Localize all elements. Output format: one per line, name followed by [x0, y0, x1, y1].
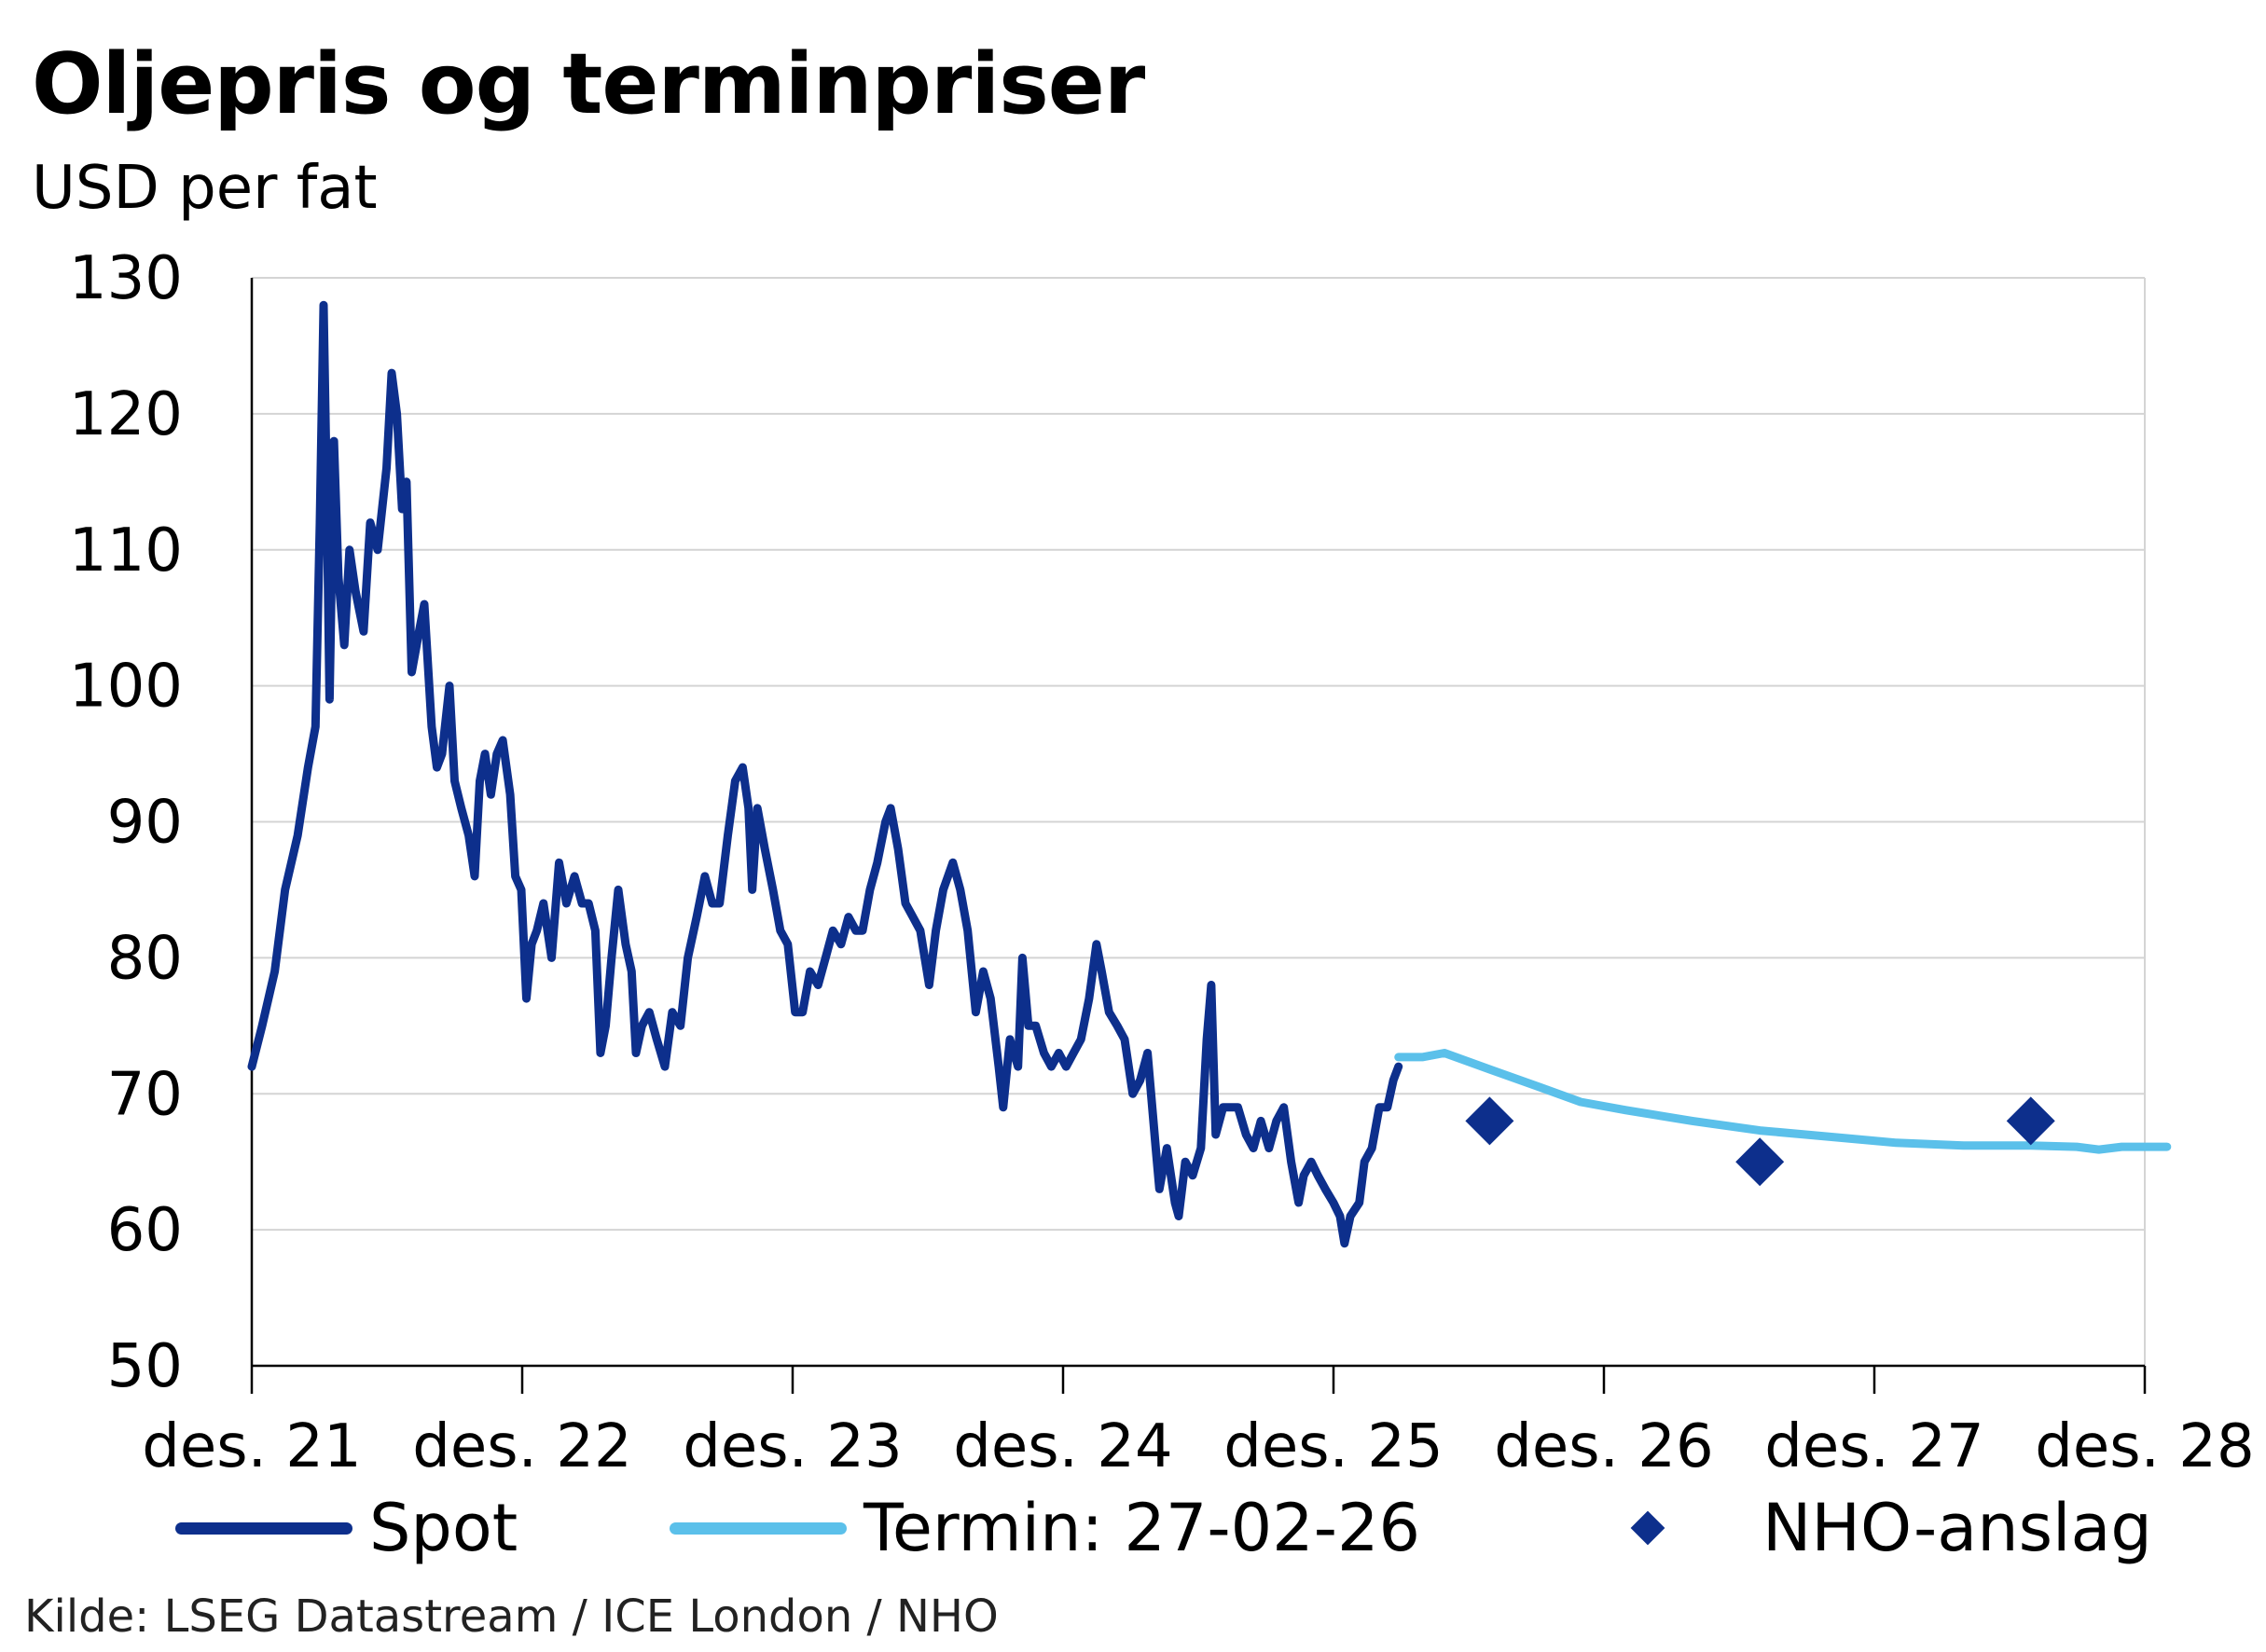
x-tick-label: des. 28: [2035, 1412, 2254, 1481]
x-tick-label: des. 21: [142, 1412, 361, 1481]
x-tick-label: des. 23: [683, 1412, 902, 1481]
legend-termin-swatch: [670, 1521, 847, 1535]
y-tick-label: 90: [107, 789, 183, 858]
y-tick-label: 80: [107, 924, 183, 993]
legend-item-spot: Spot: [175, 1490, 518, 1566]
y-tick-label: 120: [69, 380, 183, 449]
y-tick-label: 50: [107, 1332, 183, 1401]
legend-spot-swatch: [175, 1521, 352, 1535]
legend-termin-label: Termin: 27-02-26: [864, 1490, 1421, 1566]
x-tick-label: des. 27: [1764, 1412, 1983, 1481]
nho-anslag-marker: [1465, 1096, 1514, 1146]
source-note: Kilde: LSEG Datastream / ICE London / NH…: [24, 1590, 999, 1643]
legend-spot-label: Spot: [369, 1490, 518, 1566]
chart-subtitle: USD per fat: [32, 154, 378, 223]
y-tick-label: 110: [69, 516, 183, 585]
legend: Spot Termin: 27-02-26 NHO-anslag: [0, 1490, 2266, 1583]
y-tick-label: 100: [69, 653, 183, 722]
series: [247, 300, 2172, 1248]
tick-labels: 50 60 70 80 90 100 110 120 130 des. 21 des. 22 des.…: [69, 244, 2255, 1481]
x-tick-label: des. 26: [1494, 1412, 1713, 1481]
chart-title: Oljepris og terminpriser: [32, 35, 1145, 133]
nho-anslag-marker: [1735, 1137, 1785, 1187]
legend-item-nho: NHO-anslag: [1630, 1490, 2152, 1566]
legend-nho-diamond-icon: [1630, 1510, 1665, 1546]
nho-anslag-marker: [2006, 1096, 2055, 1146]
grid-lines: [252, 277, 2146, 1366]
y-tick-label: 60: [107, 1196, 183, 1265]
legend-nho-label: NHO-anslag: [1762, 1490, 2152, 1566]
axes: [250, 278, 2147, 1394]
legend-item-termin: Termin: 27-02-26: [670, 1490, 1420, 1566]
x-tick-label: des. 22: [412, 1412, 631, 1481]
y-tick-label: 130: [69, 244, 183, 313]
series-spot-line: [247, 300, 1403, 1248]
series-termin-line: [1394, 1049, 2172, 1154]
y-tick-label: 70: [107, 1060, 183, 1129]
x-tick-label: des. 25: [1223, 1412, 1443, 1481]
x-tick-label: des. 24: [953, 1412, 1172, 1481]
